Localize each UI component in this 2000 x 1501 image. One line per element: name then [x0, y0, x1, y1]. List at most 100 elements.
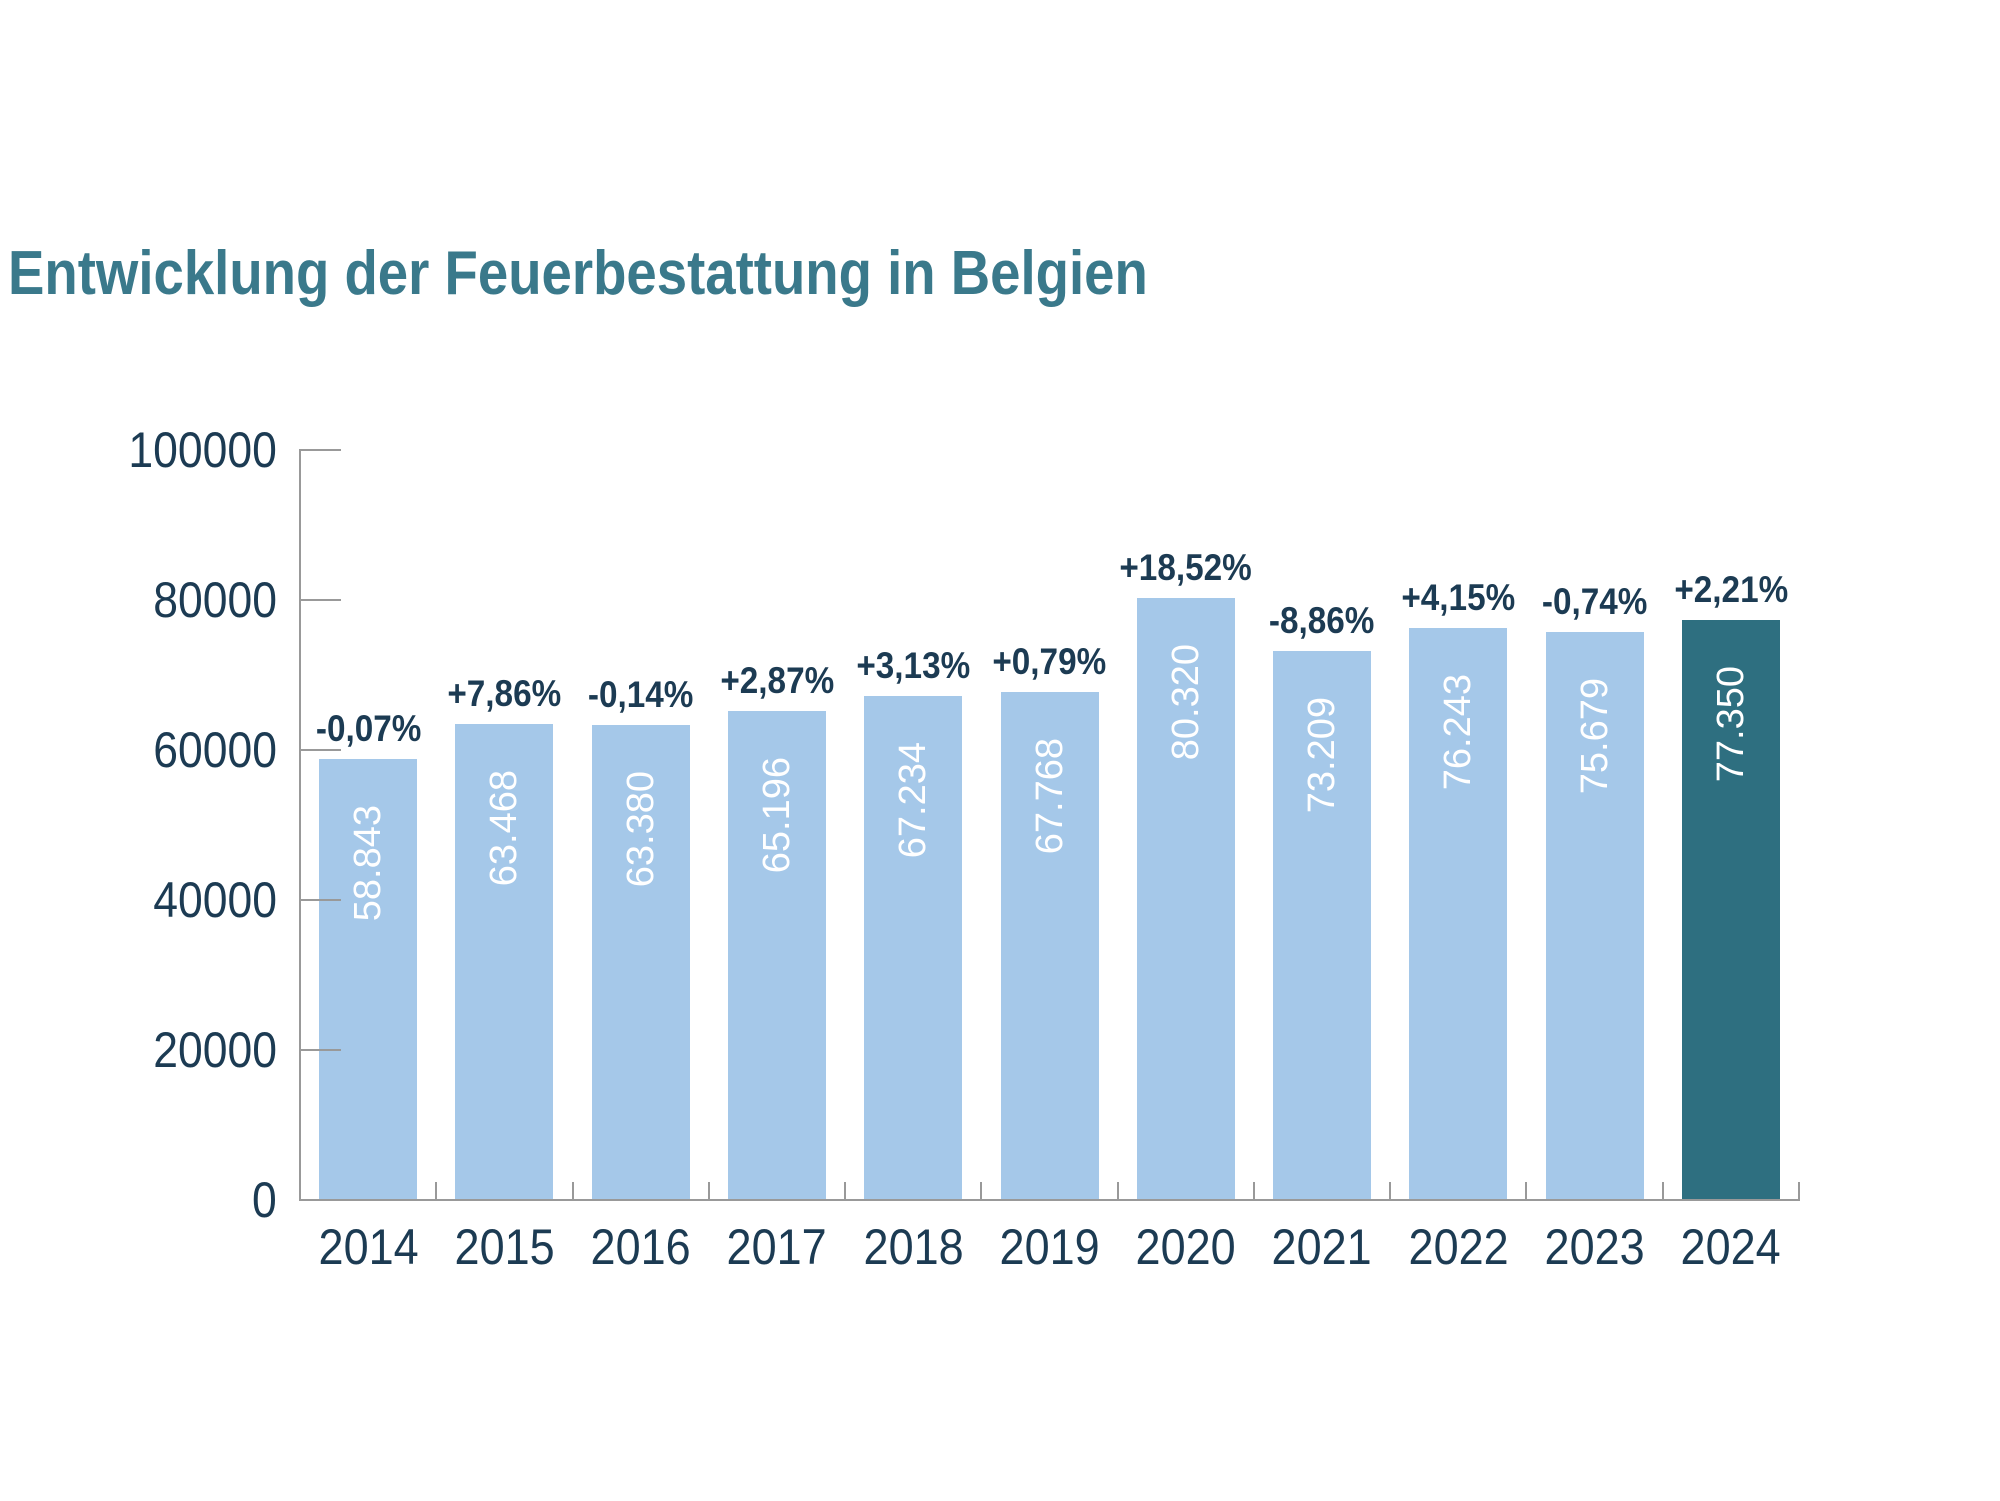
bar-value-label-text: 58.843 — [347, 805, 390, 922]
bar-value-label-text: 76.243 — [1437, 674, 1480, 791]
y-axis-tick — [301, 749, 341, 751]
chart-title: Entwicklung der Feuerbestattung in Belgi… — [8, 241, 1303, 307]
bar-value-label: 76.243 — [1436, 674, 1480, 790]
bar-2017 — [727, 711, 826, 1200]
x-axis-tick — [435, 1182, 438, 1200]
x-axis-label: 2023 — [1526, 1222, 1662, 1272]
y-axis-tick — [301, 599, 341, 601]
x-axis-label-text: 2014 — [318, 1219, 419, 1275]
y-axis-label: 20000 — [0, 1025, 277, 1075]
x-axis-label: 2018 — [845, 1222, 981, 1272]
x-axis-label: 2020 — [1118, 1222, 1254, 1272]
x-axis-label: 2021 — [1254, 1222, 1390, 1272]
y-axis-label: 100000 — [0, 425, 277, 475]
x-axis-label-text: 2022 — [1408, 1219, 1509, 1275]
pct-change-label-text: +2,87% — [720, 660, 834, 701]
pct-change-label-text: -0,74% — [1541, 581, 1648, 622]
y-axis-label: 0 — [0, 1175, 277, 1225]
bar-2019 — [1000, 692, 1099, 1200]
bar-2022 — [1409, 628, 1508, 1200]
y-axis-label-text: 100000 — [128, 422, 277, 478]
bar-2018 — [864, 696, 963, 1200]
y-axis-label-text: 20000 — [153, 1022, 277, 1078]
bar-value-label-text: 75.679 — [1573, 678, 1616, 795]
y-axis-label: 80000 — [0, 575, 277, 625]
pct-change-label: +18,52% — [1036, 549, 1336, 586]
bar-2021 — [1273, 651, 1372, 1200]
pct-change-label: +0,79% — [900, 641, 1200, 682]
pct-change-label: +3,13% — [763, 645, 1063, 686]
pct-change-label-text: -0,14% — [587, 674, 694, 715]
y-axis-label-text: 40000 — [153, 872, 277, 928]
x-axis-label-text: 2024 — [1680, 1219, 1781, 1275]
x-axis-tick — [1798, 1182, 1800, 1200]
pct-change-label: +4,15% — [1308, 577, 1608, 618]
bar-value-label: 77.350 — [1709, 666, 1753, 782]
pct-change-label-text: -8,86% — [1269, 600, 1375, 641]
y-axis-label-text: 60000 — [153, 722, 277, 778]
bar-value-label: 58.843 — [346, 805, 390, 921]
x-axis-tick — [1525, 1182, 1528, 1200]
y-axis-label: 40000 — [0, 875, 277, 925]
x-axis-label-text: 2015 — [454, 1219, 555, 1275]
x-axis-label-text: 2019 — [999, 1219, 1100, 1275]
pct-change-label-text: +2,21% — [1673, 569, 1788, 610]
chart-title-text: Entwicklung der Feuerbestattung in Belgi… — [8, 239, 1148, 308]
x-axis-label: 2017 — [709, 1222, 845, 1272]
bar-value-label: 67.234 — [891, 742, 935, 858]
x-axis-label: 2014 — [300, 1222, 436, 1272]
pct-change-label: +7,86% — [354, 673, 654, 714]
pct-change-label: +2,21% — [1581, 569, 1881, 610]
x-axis-label: 2019 — [981, 1222, 1117, 1272]
x-axis-tick — [1661, 1182, 1664, 1200]
x-axis-label-text: 2020 — [1135, 1219, 1236, 1275]
y-axis-tick — [301, 1049, 341, 1051]
bar-value-label-text: 77.350 — [1709, 666, 1752, 783]
x-axis-label-text: 2023 — [1544, 1219, 1645, 1275]
pct-change-label-text: +3,13% — [856, 645, 971, 686]
pct-change-label-text: -0,07% — [315, 708, 421, 749]
x-axis-tick — [844, 1182, 847, 1200]
bar-value-label: 67.768 — [1028, 738, 1072, 854]
pct-change-label: -0,74% — [1445, 581, 1745, 622]
bar-2023 — [1545, 632, 1644, 1200]
x-axis-tick — [980, 1182, 983, 1200]
bar-2020 — [1136, 598, 1235, 1200]
x-axis-label: 2016 — [573, 1222, 709, 1272]
y-axis-label-text: 0 — [252, 1172, 277, 1228]
bar-value-label: 65.196 — [755, 757, 799, 873]
x-axis-tick — [1389, 1182, 1392, 1200]
pct-change-label-text: +7,86% — [447, 673, 562, 714]
x-axis-label: 2024 — [1663, 1222, 1799, 1272]
x-axis-tick — [707, 1182, 710, 1200]
x-axis-label-text: 2017 — [726, 1219, 828, 1275]
y-axis-line — [299, 449, 301, 1201]
pct-change-label-text: +4,15% — [1401, 577, 1516, 618]
x-axis-label: 2015 — [436, 1222, 572, 1272]
bar-2024 — [1681, 620, 1780, 1200]
bar-value-label-text: 73.209 — [1301, 697, 1344, 814]
x-axis-tick — [571, 1182, 574, 1200]
x-axis-label-text: 2021 — [1271, 1219, 1373, 1275]
pct-change-label-text: +0,79% — [992, 641, 1107, 682]
bar-value-label-text: 67.768 — [1028, 738, 1071, 855]
bar-value-label: 63.380 — [619, 771, 663, 887]
y-axis-tick — [301, 899, 341, 901]
bar-value-label: 63.468 — [482, 770, 526, 886]
y-axis-tick — [301, 449, 341, 451]
pct-change-label: -8,86% — [1172, 600, 1472, 641]
bar-value-label: 73.209 — [1300, 697, 1344, 813]
x-axis-line — [299, 1199, 1800, 1201]
bar-value-label-text: 67.234 — [892, 742, 935, 859]
bar-2015 — [455, 724, 554, 1200]
y-axis-label-text: 80000 — [153, 572, 277, 628]
bar-value-label-text: 63.380 — [619, 771, 662, 888]
bar-value-label: 75.679 — [1573, 678, 1617, 794]
pct-change-label: +2,87% — [627, 660, 927, 701]
x-axis-tick — [1116, 1182, 1119, 1200]
bar-value-label-text: 65.196 — [755, 757, 798, 874]
y-axis-label: 60000 — [0, 725, 277, 775]
x-axis-tick — [1252, 1182, 1255, 1200]
bar-value-label-text: 63.468 — [483, 770, 526, 887]
